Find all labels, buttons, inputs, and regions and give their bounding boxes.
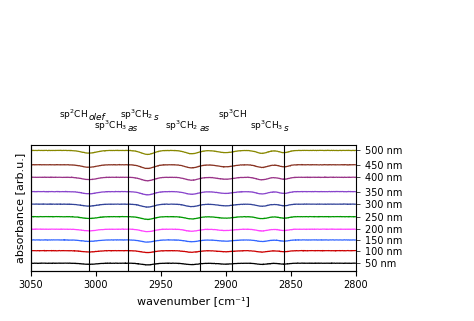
Text: s: s	[154, 113, 159, 122]
Text: olef: olef	[89, 113, 106, 122]
Text: as: as	[200, 124, 210, 133]
X-axis label: wavenumber [cm⁻¹]: wavenumber [cm⁻¹]	[137, 296, 249, 306]
Text: sp$^2$CH: sp$^2$CH	[59, 108, 89, 122]
Text: sp$^3$CH$_3$: sp$^3$CH$_3$	[94, 119, 128, 133]
Text: as: as	[128, 124, 138, 133]
Text: sp$^3$CH$_2$: sp$^3$CH$_2$	[165, 119, 200, 133]
Text: sp$^3$CH: sp$^3$CH	[218, 108, 246, 122]
Y-axis label: absorbance [arb.u.]: absorbance [arb.u.]	[15, 152, 25, 263]
Text: sp$^3$CH$_3$: sp$^3$CH$_3$	[250, 119, 284, 133]
Text: sp$^3$CH$_2$: sp$^3$CH$_2$	[120, 108, 154, 122]
Text: s: s	[284, 124, 289, 133]
